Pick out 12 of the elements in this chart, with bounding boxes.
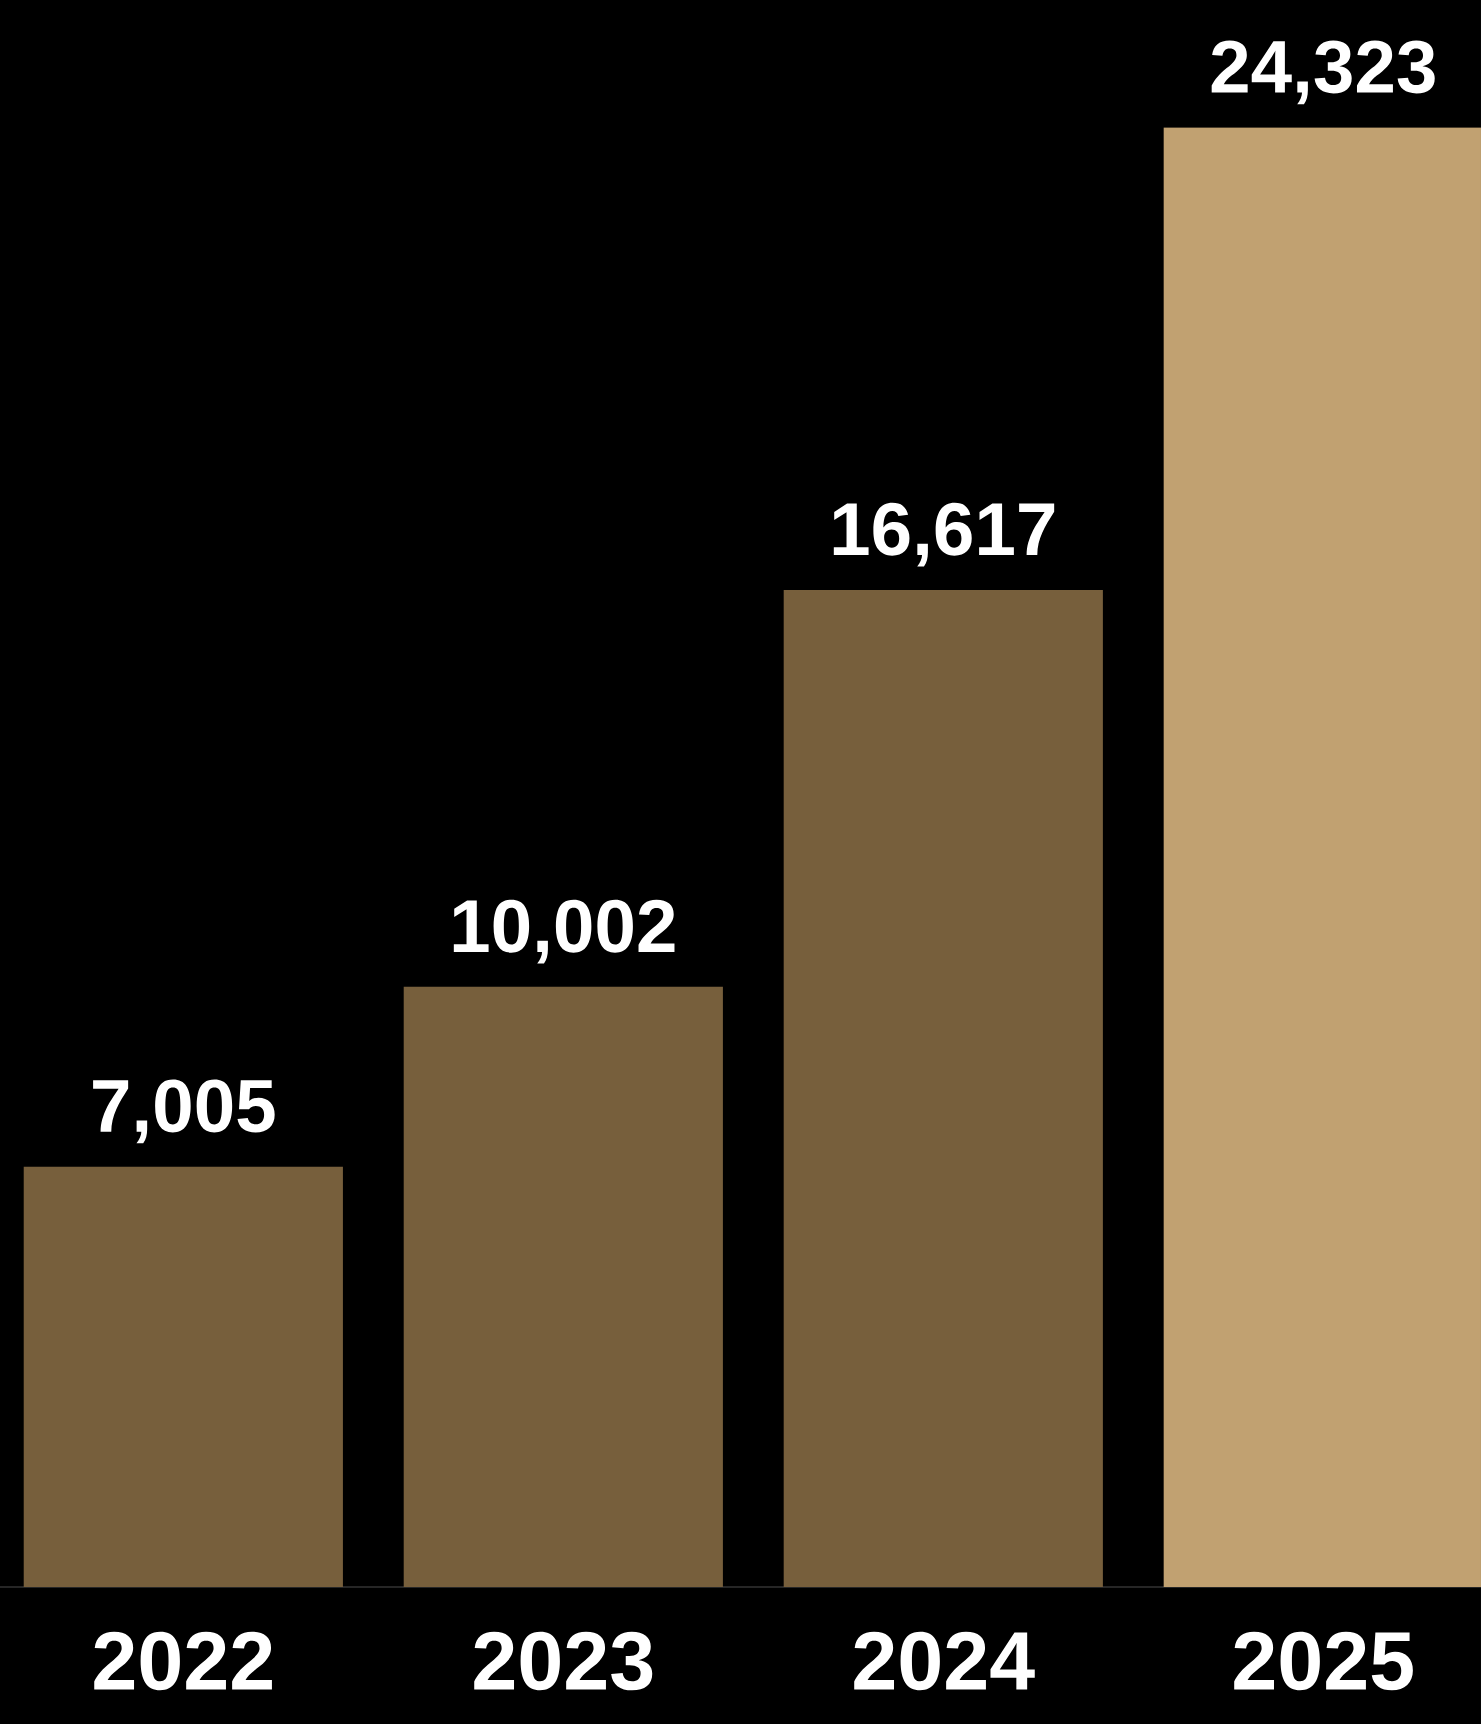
- bar: [23, 1166, 343, 1587]
- bar: [403, 986, 723, 1587]
- bar: [783, 589, 1103, 1587]
- data-label: 10,002: [453, 899, 675, 964]
- bar: [1163, 127, 1481, 1587]
- data-label: 24,323: [1211, 40, 1435, 105]
- x-tick-label: 2023: [474, 1631, 653, 1691]
- data-label: 16,617: [833, 502, 1055, 567]
- x-tick-label: 2025: [1234, 1631, 1413, 1691]
- x-tick-label: 2022: [94, 1631, 272, 1691]
- data-label: 7,005: [93, 1079, 275, 1144]
- x-tick-label: 2024: [854, 1631, 1035, 1691]
